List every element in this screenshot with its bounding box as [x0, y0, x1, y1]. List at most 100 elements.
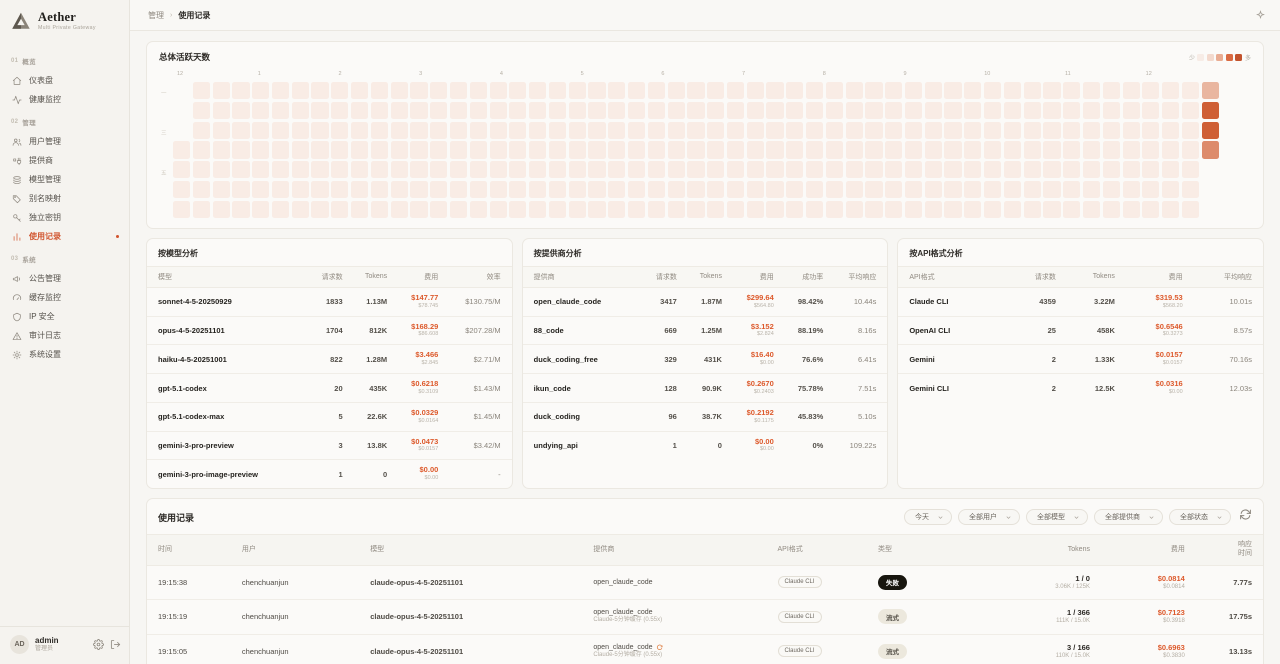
- heatmap-cell[interactable]: [707, 141, 725, 159]
- heatmap-cell[interactable]: [1181, 161, 1200, 179]
- heatmap-cell[interactable]: [568, 180, 586, 199]
- heatmap-cell[interactable]: [469, 141, 487, 159]
- table-row[interactable]: duck_coding 96 38.7K $0.2192 $0.1175 45.83% 5.…: [522, 402, 888, 432]
- heatmap-cell[interactable]: [885, 141, 903, 159]
- heatmap-cell[interactable]: [1023, 82, 1041, 100]
- heatmap-cell[interactable]: [904, 101, 923, 119]
- heatmap-cell[interactable]: [647, 161, 665, 179]
- heatmap-cell[interactable]: [865, 101, 883, 119]
- heatmap-cell[interactable]: [746, 180, 764, 199]
- heatmap-grid[interactable]: [173, 82, 1251, 218]
- heatmap-cell[interactable]: [173, 141, 191, 159]
- table-row[interactable]: Claude CLI 4359 3.22M $319.53 $568.20 10.01s: [898, 287, 1264, 317]
- heatmap-cell[interactable]: [1162, 180, 1180, 199]
- heatmap-cell[interactable]: [687, 161, 705, 179]
- heatmap-cell[interactable]: [548, 141, 567, 159]
- heatmap-cell[interactable]: [726, 82, 745, 100]
- heatmap-cell[interactable]: [1181, 121, 1200, 139]
- heatmap-cell[interactable]: [212, 161, 230, 179]
- heatmap-cell[interactable]: [1122, 82, 1140, 100]
- heatmap-cell[interactable]: [707, 180, 725, 199]
- heatmap-cell[interactable]: [568, 141, 586, 159]
- heatmap-cell[interactable]: [449, 82, 468, 100]
- heatmap-cell[interactable]: [430, 200, 448, 218]
- heatmap-cell[interactable]: [271, 200, 290, 218]
- heatmap-cell[interactable]: [1063, 200, 1081, 218]
- heatmap-cell[interactable]: [548, 121, 567, 139]
- heatmap-cell[interactable]: [1023, 101, 1041, 119]
- heatmap-cell[interactable]: [1122, 161, 1140, 179]
- heatmap-cell[interactable]: [1063, 180, 1081, 199]
- table-row[interactable]: gemini-3-pro-preview 3 13.8K $0.0473 $0.0157…: [147, 431, 512, 461]
- heatmap-cell[interactable]: [588, 180, 606, 199]
- heatmap-cell[interactable]: [212, 141, 230, 159]
- heatmap-cell[interactable]: [1023, 200, 1041, 218]
- heatmap-cell[interactable]: [173, 102, 190, 119]
- sidebar-item-用户管理[interactable]: 用户管理: [0, 132, 129, 151]
- table-row[interactable]: Gemini 2 1.33K $0.0157 $0.0157 70.16s: [898, 344, 1264, 375]
- heatmap-cell[interactable]: [845, 82, 863, 100]
- heatmap-cell[interactable]: [1043, 200, 1061, 218]
- heatmap-cell[interactable]: [1102, 161, 1120, 179]
- heatmap-cell[interactable]: [291, 161, 309, 179]
- heatmap-cell[interactable]: [1142, 101, 1160, 119]
- heatmap-cell[interactable]: [1201, 121, 1219, 139]
- heatmap-cell[interactable]: [252, 200, 270, 218]
- heatmap-cell[interactable]: [944, 141, 962, 159]
- heatmap-cell[interactable]: [1102, 101, 1120, 119]
- heatmap-cell[interactable]: [449, 141, 468, 159]
- heatmap-cell[interactable]: [627, 141, 646, 159]
- heatmap-cell[interactable]: [271, 141, 290, 159]
- heatmap-cell[interactable]: [885, 121, 903, 139]
- heatmap-cell[interactable]: [885, 200, 903, 218]
- heatmap-cell[interactable]: [825, 141, 843, 159]
- heatmap-cell[interactable]: [825, 200, 843, 218]
- heatmap-cell[interactable]: [984, 82, 1002, 100]
- heatmap-cell[interactable]: [232, 200, 250, 218]
- heatmap-cell[interactable]: [766, 161, 784, 179]
- heatmap-cell[interactable]: [212, 200, 230, 218]
- heatmap-cell[interactable]: [687, 101, 705, 119]
- heatmap-cell[interactable]: [529, 200, 547, 218]
- heatmap-cell[interactable]: [1102, 82, 1120, 100]
- heatmap-cell[interactable]: [627, 101, 646, 119]
- heatmap-cell[interactable]: [1043, 82, 1061, 100]
- heatmap-cell[interactable]: [232, 82, 250, 100]
- heatmap-cell[interactable]: [1122, 141, 1140, 159]
- heatmap-cell[interactable]: [806, 141, 824, 159]
- heatmap-cell[interactable]: [311, 141, 329, 159]
- heatmap-cell[interactable]: [232, 180, 250, 199]
- heatmap-cell[interactable]: [687, 141, 705, 159]
- heatmap-cell[interactable]: [865, 180, 883, 199]
- heatmap-cell[interactable]: [449, 121, 468, 139]
- sidebar-item-公告管理[interactable]: 公告管理: [0, 269, 129, 288]
- heatmap-cell[interactable]: [944, 101, 962, 119]
- heatmap-cell[interactable]: [529, 101, 547, 119]
- heatmap-cell[interactable]: [271, 82, 290, 100]
- heatmap-cell[interactable]: [608, 101, 626, 119]
- heatmap-cell[interactable]: [390, 121, 408, 139]
- heatmap-cell[interactable]: [687, 82, 705, 100]
- heatmap-cell[interactable]: [1201, 101, 1219, 119]
- heatmap-cell[interactable]: [529, 180, 547, 199]
- heatmap-cell[interactable]: [904, 180, 923, 199]
- heatmap-cell[interactable]: [509, 141, 527, 159]
- heatmap-cell[interactable]: [192, 82, 210, 100]
- heatmap-cell[interactable]: [766, 101, 784, 119]
- heatmap-cell[interactable]: [271, 101, 290, 119]
- heatmap-cell[interactable]: [449, 161, 468, 179]
- heatmap-cell[interactable]: [192, 121, 210, 139]
- avatar[interactable]: AD: [10, 635, 29, 654]
- heatmap-cell[interactable]: [1142, 161, 1160, 179]
- heatmap-cell[interactable]: [390, 161, 408, 179]
- heatmap-cell[interactable]: [370, 161, 388, 179]
- heatmap-cell[interactable]: [1003, 101, 1021, 119]
- heatmap-cell[interactable]: [390, 101, 408, 119]
- gear-icon[interactable]: [93, 639, 104, 650]
- heatmap-cell[interactable]: [252, 161, 270, 179]
- heatmap-cell[interactable]: [904, 141, 923, 159]
- heatmap-cell[interactable]: [1122, 101, 1140, 119]
- heatmap-cell[interactable]: [786, 141, 804, 159]
- heatmap-cell[interactable]: [351, 82, 369, 100]
- heatmap-cell[interactable]: [806, 180, 824, 199]
